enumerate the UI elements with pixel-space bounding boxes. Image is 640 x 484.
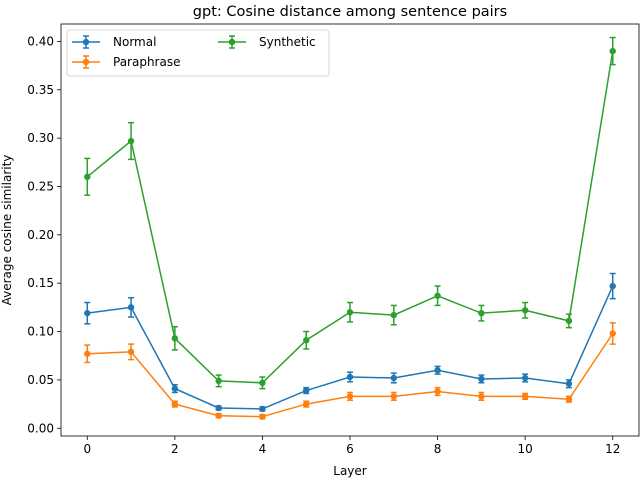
y-tick-label: 0.15 — [27, 276, 54, 290]
data-point — [259, 379, 266, 387]
legend-label: Normal — [113, 35, 156, 49]
data-point — [346, 309, 354, 316]
series-line — [86, 50, 614, 384]
y-tick-label: 0.30 — [27, 131, 54, 145]
y-tick-label: 0.35 — [27, 83, 54, 97]
y-tick-label: 0.40 — [27, 34, 54, 48]
legend-item: Paraphrase — [72, 55, 180, 69]
data-point — [390, 393, 397, 400]
legend-frame — [66, 29, 330, 77]
y-tick-label: 0.10 — [27, 325, 54, 339]
data-point — [434, 367, 441, 374]
data-point — [259, 405, 266, 413]
y-tick-label: 0.05 — [27, 373, 54, 387]
legend-marker — [82, 38, 90, 46]
data-point — [521, 307, 529, 314]
data-point — [215, 377, 222, 385]
data-point — [390, 374, 397, 382]
legend-label: Synthetic — [259, 35, 316, 49]
x-tick-label: 2 — [171, 442, 179, 456]
x-tick-label: 12 — [605, 442, 620, 456]
data-point — [84, 350, 91, 357]
data-point — [565, 317, 573, 325]
series-normal — [84, 272, 616, 413]
data-point — [171, 335, 179, 342]
data-point — [215, 412, 222, 419]
plot-area — [84, 36, 616, 420]
y-tick-label: 0.00 — [27, 421, 54, 435]
y-axis-label: Average cosine similarity — [0, 155, 14, 306]
data-point — [171, 385, 179, 392]
legend-marker — [228, 38, 236, 46]
legend: Normal Paraphrase Synthetic — [66, 29, 330, 77]
data-point — [478, 393, 485, 400]
y-tick-label: 0.25 — [27, 179, 54, 193]
data-point — [127, 348, 135, 356]
y-tick-label: 0.20 — [27, 228, 54, 242]
data-point — [434, 388, 441, 395]
data-point — [127, 304, 135, 311]
data-point — [565, 380, 573, 387]
data-point — [346, 373, 354, 381]
axis-ticks: 0 2 4 6 8 10 12 0.00 0.05 0.10 0.15 0.20 0.25 0.30 0.3… — [27, 34, 620, 456]
data-point — [521, 374, 529, 382]
data-point — [303, 400, 310, 408]
data-point — [346, 393, 354, 400]
data-point — [303, 387, 310, 394]
x-tick-label: 6 — [346, 442, 354, 456]
x-tick-label: 0 — [83, 442, 91, 456]
x-tick-label: 10 — [518, 442, 533, 456]
data-point — [434, 292, 441, 299]
data-point — [259, 413, 266, 420]
legend-item: Synthetic — [218, 35, 316, 49]
data-point — [478, 375, 485, 383]
data-point — [215, 404, 222, 412]
data-point — [609, 47, 616, 55]
data-point — [390, 311, 397, 319]
data-point — [127, 137, 135, 145]
x-tick-label: 4 — [259, 442, 267, 456]
x-axis-label: Layer — [333, 464, 367, 478]
chart-title: gpt: Cosine distance among sentence pair… — [193, 4, 507, 20]
x-tick-label: 8 — [434, 442, 442, 456]
legend-label: Paraphrase — [113, 55, 180, 69]
series-paraphrase — [84, 322, 616, 420]
data-point — [303, 337, 310, 344]
legend-marker — [82, 58, 90, 66]
data-point — [609, 330, 616, 337]
data-point — [565, 396, 573, 403]
data-point — [609, 282, 616, 290]
data-point — [84, 309, 91, 317]
data-point — [171, 400, 179, 408]
legend-item: Normal — [72, 35, 156, 49]
data-point — [84, 173, 91, 181]
data-point — [478, 309, 485, 317]
series-synthetic — [84, 36, 616, 390]
data-point — [521, 393, 529, 400]
